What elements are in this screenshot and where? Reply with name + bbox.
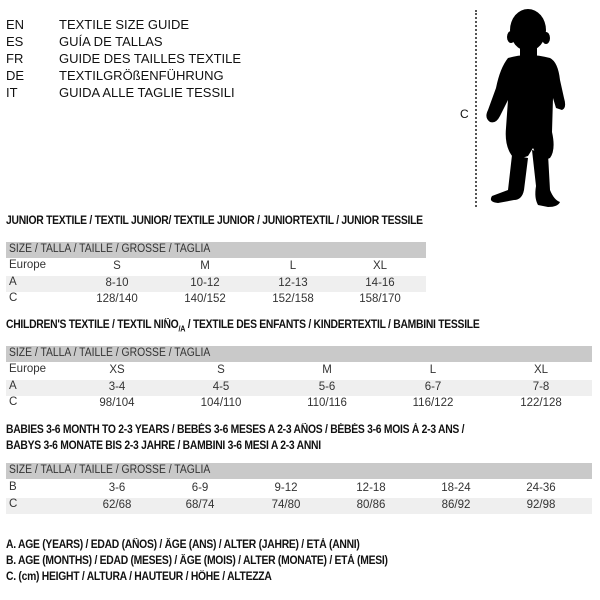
table-cell: 5-6 <box>318 380 336 393</box>
table-row: A 8-10 10-12 12-13 14-16 <box>6 275 426 292</box>
size-header-label: SIZE / TALLA / TAILLE / GRÖSSE / TAGLIA <box>9 464 211 476</box>
table-cell: 122/128 <box>520 397 562 409</box>
lang-code: ES <box>6 34 24 49</box>
table-cell: 98/104 <box>99 397 135 409</box>
table-cell: 8-10 <box>105 276 129 289</box>
lang-title: GUIDE DES TAILLES TEXTILE <box>59 51 242 66</box>
row-label: Europe <box>9 259 47 271</box>
junior-section-title: JUNIOR TEXTILE / TEXTIL JUNIOR/ TEXTILE … <box>6 215 423 227</box>
table-cell: 3-6 <box>108 482 126 494</box>
table-cell: M <box>322 364 332 376</box>
row-label: C <box>9 292 18 304</box>
table-cell: 128/140 <box>96 293 138 305</box>
row-label: C <box>9 396 18 408</box>
children-size-header: SIZE / TALLA / TAILLE / GRÖSSE / TAGLIA <box>6 346 592 362</box>
lang-code: EN <box>6 17 25 32</box>
babies-section-title-line2: BABYS 3-6 MONATE BIS 2-3 JAHRE / BAMBINI… <box>6 440 321 452</box>
table-cell: 9-12 <box>274 482 298 494</box>
table-cell: 140/152 <box>184 293 226 305</box>
table-cell: XL <box>372 260 388 272</box>
table-row: Europe S M L XL <box>6 259 426 275</box>
legend-a: A. AGE (YEARS) / EDAD (AÑOS) / ÂGE (ANS)… <box>6 539 360 551</box>
title-text: / TEXTILE DES ENFANTS / KINDERTEXTIL / B… <box>185 319 480 331</box>
children-section-title: CHILDREN'S TEXTILE / TEXTIL NIÑO/A / TEX… <box>6 319 480 334</box>
row-label: A <box>9 379 17 392</box>
title-sub: /A <box>178 324 186 334</box>
table-row: A 3-4 4-5 5-6 6-7 7-8 <box>6 379 592 396</box>
table-row: C 62/68 68/74 74/80 80/86 86/92 92/98 <box>6 497 592 514</box>
table-cell: 158/170 <box>359 293 401 305</box>
junior-size-header: SIZE / TALLA / TAILLE / GRÖSSE / TAGLIA <box>6 242 426 258</box>
table-row: C 128/140 140/152 152/158 158/170 <box>6 292 426 308</box>
table-cell: 12-13 <box>278 276 308 289</box>
table-cell: L <box>429 364 437 376</box>
table-cell: 62/68 <box>102 498 132 511</box>
height-measure-line <box>475 10 477 207</box>
table-cell: M <box>200 260 210 272</box>
table-cell: 12-18 <box>356 482 386 494</box>
table-cell: 80/86 <box>356 498 386 511</box>
title-text: CHILDREN'S TEXTILE / TEXTIL NIÑO <box>6 319 179 331</box>
table-row: Europe XS S M L XL <box>6 363 592 379</box>
table-cell: 6-7 <box>424 380 442 393</box>
row-label: Europe <box>9 363 47 375</box>
table-cell: 14-16 <box>365 276 395 289</box>
table-cell: 92/98 <box>526 498 556 511</box>
table-cell: L <box>289 260 297 272</box>
row-label: B <box>9 481 17 493</box>
table-cell: 74/80 <box>271 498 301 511</box>
child-silhouette-icon <box>486 9 566 207</box>
table-cell: 4-5 <box>212 380 230 393</box>
lang-title: TEXTILGRÖßENFÜHRUNG <box>59 68 224 83</box>
size-header-label: SIZE / TALLA / TAILLE / GRÖSSE / TAGLIA <box>9 243 211 255</box>
table-cell: 6-9 <box>191 482 209 494</box>
height-measure-label: C <box>460 107 469 121</box>
table-cell: 86/92 <box>441 498 471 511</box>
table-cell: 116/122 <box>412 397 454 409</box>
babies-size-header: SIZE / TALLA / TAILLE / GRÖSSE / TAGLIA <box>6 463 592 479</box>
lang-code: FR <box>6 51 24 66</box>
lang-title: GUIDA ALLE TAGLIE TESSILI <box>59 85 235 100</box>
table-cell: 10-12 <box>190 276 220 289</box>
row-label: C <box>9 497 18 510</box>
table-cell: 7-8 <box>532 380 550 393</box>
table-cell: 104/110 <box>200 397 242 409</box>
table-cell: 68/74 <box>185 498 215 511</box>
legend-c: C. (cm) HEIGHT / ALTURA / HAUTEUR / HÖHE… <box>6 571 272 583</box>
lang-code: DE <box>6 68 25 83</box>
size-header-label: SIZE / TALLA / TAILLE / GRÖSSE / TAGLIA <box>9 347 211 359</box>
legend-b: B. AGE (MONTHS) / EDAD (MESES) / ÂGE (MO… <box>6 555 388 567</box>
table-cell: S <box>217 364 225 376</box>
table-cell: 152/158 <box>272 293 314 305</box>
table-cell: S <box>113 260 121 272</box>
lang-title: TEXTILE SIZE GUIDE <box>59 17 190 32</box>
table-cell: XL <box>533 364 549 376</box>
row-label: A <box>9 275 17 288</box>
table-cell: 18-24 <box>441 482 471 494</box>
babies-section-title-line1: BABIES 3-6 MONTH TO 2-3 YEARS / BEBÉS 3-… <box>6 424 465 436</box>
table-row: B 3-6 6-9 9-12 12-18 18-24 24-36 <box>6 481 592 497</box>
table-cell: 3-4 <box>108 380 126 393</box>
lang-code: IT <box>6 85 18 100</box>
table-cell: 110/116 <box>307 397 347 409</box>
table-cell: XS <box>109 364 125 376</box>
table-row: C 98/104 104/110 110/116 116/122 122/128 <box>6 396 592 412</box>
table-cell: 24-36 <box>526 482 556 494</box>
lang-title: GUÍA DE TALLAS <box>59 34 163 49</box>
